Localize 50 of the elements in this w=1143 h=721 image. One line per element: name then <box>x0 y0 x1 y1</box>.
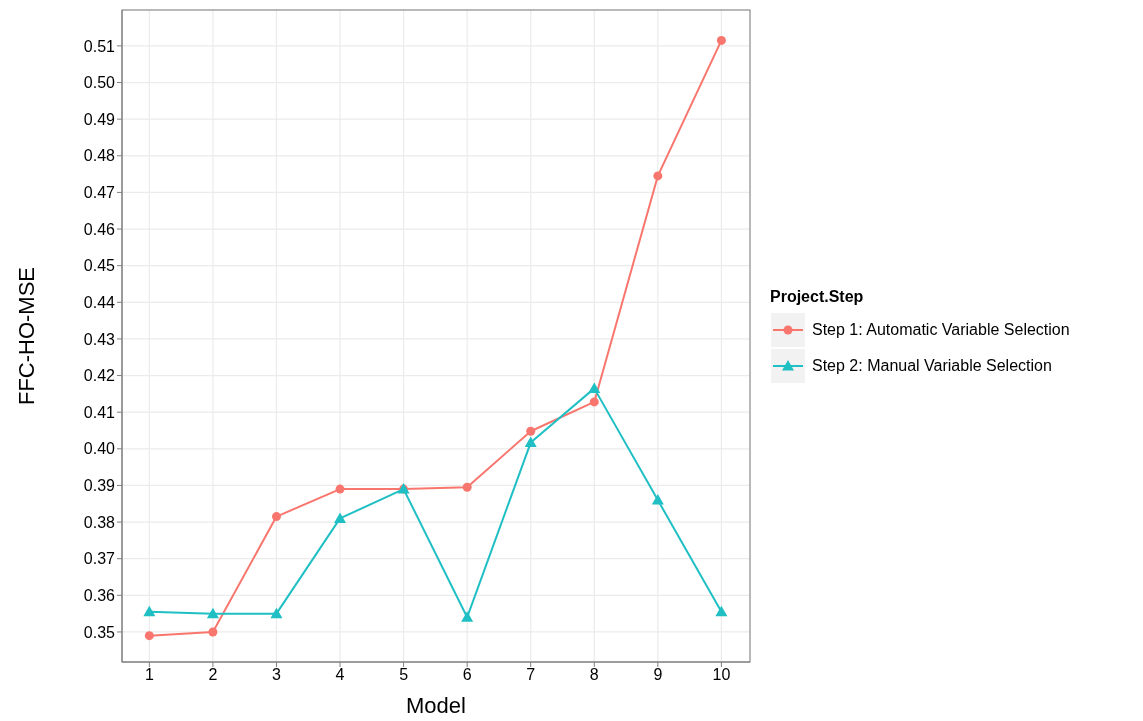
point <box>588 382 601 393</box>
y-tick-label: 0.45 <box>83 257 116 275</box>
point <box>143 605 156 617</box>
x-tick-label: 4 <box>335 666 345 684</box>
y-tick-label: 0.37 <box>83 550 116 568</box>
y-tick-label: 0.38 <box>83 513 116 531</box>
y-tick-label: 0.46 <box>83 220 116 238</box>
point <box>144 631 154 641</box>
legend-title: Project.Step <box>770 288 865 306</box>
x-tick-label: 10 <box>712 666 731 684</box>
point <box>208 627 218 637</box>
point <box>270 607 283 619</box>
x-tick-label: 9 <box>653 666 663 684</box>
x-tick-label: 6 <box>462 666 472 684</box>
legend-label: Step 1: Automatic Variable Selection <box>812 321 1070 339</box>
point <box>206 607 219 619</box>
y-tick-label: 0.51 <box>83 37 116 55</box>
y-tick-label: 0.49 <box>83 110 116 128</box>
legend-label: Step 2: Manual Variable Selection <box>812 357 1052 375</box>
y-axis-title: FFC-HO-MSE <box>13 266 39 406</box>
x-tick-label: 3 <box>272 666 281 684</box>
point <box>653 171 663 181</box>
y-tick-label: 0.48 <box>83 147 116 165</box>
y-tick-label: 0.43 <box>83 330 116 348</box>
y-tick-label: 0.47 <box>83 184 116 202</box>
point <box>589 397 599 407</box>
y-tick-label: 0.35 <box>83 623 116 641</box>
point <box>651 494 664 505</box>
point <box>715 605 728 617</box>
point <box>335 484 345 494</box>
point <box>462 482 472 492</box>
point <box>524 436 537 448</box>
y-tick-label: 0.50 <box>83 74 116 92</box>
point <box>334 512 347 523</box>
y-tick-label: 0.42 <box>83 367 116 385</box>
y-tick-label: 0.44 <box>83 293 116 311</box>
x-tick-label: 1 <box>144 666 154 684</box>
y-tick-label: 0.41 <box>83 403 116 421</box>
y-tick-label: 0.36 <box>83 587 116 605</box>
x-tick-label: 8 <box>589 666 599 684</box>
y-tick-label: 0.40 <box>83 440 116 458</box>
point <box>271 512 281 522</box>
point <box>461 611 474 622</box>
x-tick-label: 2 <box>208 666 218 684</box>
point <box>716 35 726 45</box>
x-axis-title: Model <box>406 693 466 718</box>
point <box>526 426 536 436</box>
x-tick-label: 7 <box>526 666 536 684</box>
y-tick-label: 0.39 <box>83 477 116 495</box>
x-tick-label: 5 <box>399 666 409 684</box>
